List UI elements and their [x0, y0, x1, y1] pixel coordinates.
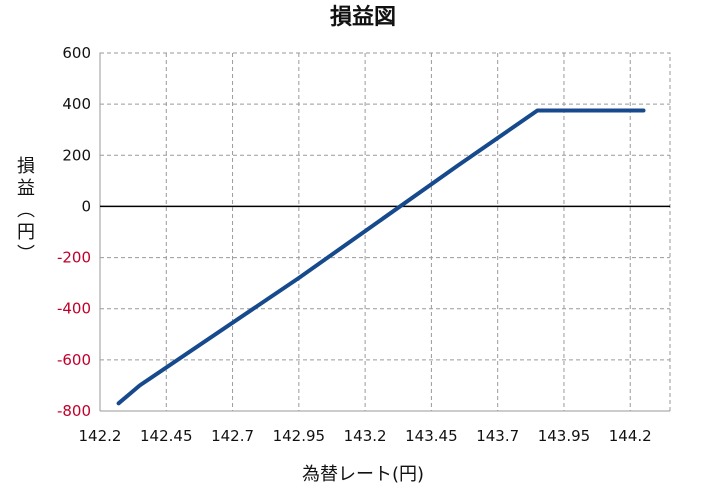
series-layer	[116, 108, 646, 406]
chart-title: 損益図	[330, 4, 396, 30]
x-tick-label: 143.7	[476, 427, 519, 445]
x-tick-label: 142.2	[79, 427, 122, 445]
y-tick-label: 600	[62, 44, 91, 62]
y-axis-label: 損益︵円︶	[17, 156, 35, 265]
y-tick-label: 0	[81, 197, 91, 215]
x-tick-label: 143.2	[344, 427, 387, 445]
y-axis-ticks: 600 400 200 0 -200 -400 -600 -800	[57, 44, 91, 420]
grid	[99, 52, 671, 412]
x-axis-label: 為替レート(円)	[302, 464, 424, 485]
y-tick-label: -200	[57, 249, 91, 267]
x-axis-ticks: 142.2 142.45 142.7 142.95 143.2 143.45 143.7 14…	[79, 427, 652, 445]
y-tick-label: 200	[62, 146, 91, 164]
x-tick-label: 143.45	[405, 427, 458, 445]
y-tick-label: 400	[62, 95, 91, 113]
x-tick-label: 143.95	[538, 427, 591, 445]
pnl-line	[116, 108, 646, 406]
y-tick-label: -800	[57, 402, 91, 420]
x-tick-label: 142.45	[140, 427, 193, 445]
y-tick-label: -400	[57, 300, 91, 318]
x-tick-label: 142.95	[273, 427, 326, 445]
x-tick-label: 144.2	[609, 427, 652, 445]
x-tick-label: 142.7	[211, 427, 254, 445]
plot-frame	[99, 52, 671, 412]
y-tick-label: -600	[57, 351, 91, 369]
